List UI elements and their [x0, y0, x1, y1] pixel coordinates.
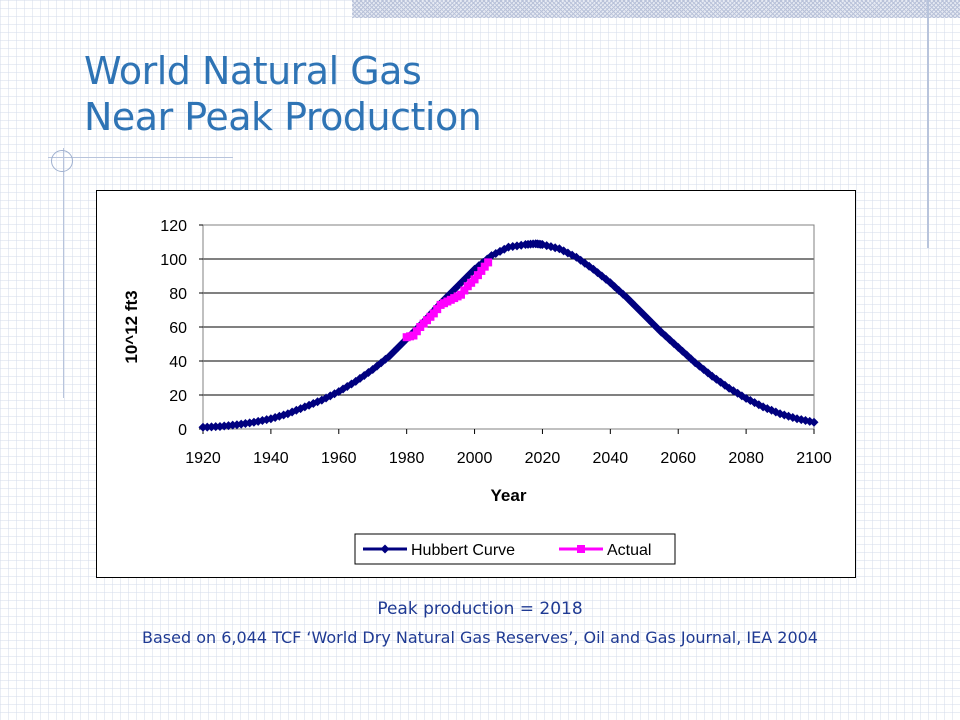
hubbert-curve-point-fill [355, 373, 365, 383]
decorative-vertical-line [927, 0, 929, 248]
x-tick-label: 2060 [660, 450, 696, 467]
legend-label: Actual [607, 542, 651, 559]
legend-marker-actual [577, 545, 585, 553]
y-tick-label: 40 [169, 354, 187, 371]
slide-title-line-1: World Natural Gas [84, 49, 422, 93]
actual-point-fill [473, 271, 482, 280]
hubbert-curve-point-fill [291, 405, 301, 415]
y-tick-label: 120 [160, 218, 187, 235]
hubbert-curve-point-fill [516, 240, 526, 250]
y-tick-label: 80 [169, 286, 187, 303]
hubbert-curve-point-fill [448, 285, 458, 295]
actual-point-fill [467, 278, 476, 287]
x-tick-label: 1980 [389, 450, 425, 467]
hubbert-curve-point-fill [737, 391, 747, 401]
slide-title-line-2: Near Peak Production [84, 95, 482, 139]
hubbert-curve-point-fill [380, 354, 390, 364]
hubbert-curve-point-fill [313, 397, 323, 407]
x-tick-label: 1940 [253, 450, 289, 467]
actual-point-fill [406, 332, 415, 341]
hubbert-curve-point-fill [559, 246, 569, 256]
corner-hatch-pattern [352, 0, 960, 18]
hubbert-curve-point-fill [211, 422, 221, 432]
actual-point-fill [480, 262, 489, 271]
decorative-left-vertical-line [63, 148, 64, 398]
chart-frame: 0 20 40 60 80 100 120 1920 1940 1960 1980 2000 2020 2… [96, 190, 856, 578]
hubbert-curve-point-fill [325, 391, 335, 401]
hubbert-curve-point-fill [262, 415, 272, 425]
y-tick-label: 100 [160, 252, 187, 269]
legend-marker-hubbert-curve [380, 544, 390, 554]
decorative-horizontal-line [48, 157, 233, 158]
actual-point-fill [426, 312, 435, 321]
legend-box [354, 533, 676, 565]
hubbert-curve-point-fill [627, 297, 637, 307]
hubbert-curve-point-fill [669, 339, 679, 349]
hubbert-curve-point-fill [245, 418, 255, 428]
y-tick-label: 60 [169, 320, 187, 337]
hubbert-curve-point-fill [536, 239, 546, 249]
y-tick-label: 20 [169, 388, 187, 405]
hubbert-curve-point-fill [363, 367, 373, 377]
hubbert-curve-point-fill [228, 420, 238, 430]
peak-caption: Peak production = 2018 [377, 599, 583, 619]
hubbert-curve-point-fill [788, 413, 798, 423]
actual-point-fill [440, 299, 449, 308]
hubbert-curve-point-fill [347, 379, 357, 389]
hubbert-curve-point-fill [567, 250, 577, 260]
y-tick-label: 0 [178, 422, 187, 439]
hubbert-curve-point-fill [584, 261, 594, 271]
actual-point-fill [453, 292, 462, 301]
hubbert-curve-point-fill [618, 289, 628, 299]
hubbert-curve-point-fill [542, 241, 552, 251]
hubbert-curve-point-fill [465, 268, 475, 278]
x-tick-label: 1920 [185, 450, 221, 467]
hubbert-curve-point-fill [308, 399, 318, 408]
hubbert-curve-point-fill [631, 302, 641, 312]
hubbert-curve-point-fill [703, 368, 713, 378]
legend-label: Hubbert Curve [411, 542, 515, 559]
x-tick-label: 2080 [728, 450, 764, 467]
hubbert-curve-point-fill [635, 306, 645, 316]
hubbert-curve-point-fill [499, 244, 509, 254]
hubbert-curve-point-fill [508, 241, 518, 251]
hubbert-curve-point-fill [805, 416, 815, 426]
hubbert-curve-point-fill [614, 285, 624, 295]
actual-point [484, 258, 493, 267]
actual-point-fill [412, 327, 421, 336]
hubbert-curve-point-fill [686, 354, 696, 364]
x-tick-label: 2100 [796, 450, 832, 467]
y-axis-label: 10^12 ft3 [122, 290, 141, 363]
hubbert-curve-point-fill [652, 323, 662, 333]
hubbert-curve-point-fill [279, 410, 289, 420]
series-line-hubbert-curve [202, 242, 815, 429]
decorative-circle [51, 150, 73, 172]
hubbert-curve-point-fill [754, 400, 764, 410]
actual-point-fill [419, 319, 428, 328]
hubbert-curve-point-fill [720, 380, 730, 390]
hubbert-curve-point-fill [546, 242, 556, 252]
hubbert-curve-point-fill [601, 274, 611, 284]
hubbert-curve-point-fill [330, 389, 340, 399]
hubbert-curve-point-fill [287, 407, 297, 417]
x-axis-label: Year [491, 486, 527, 505]
actual-point-fill [460, 286, 469, 295]
actual-point-fill [433, 305, 442, 314]
source-caption: Based on 6,044 TCF ‘World Dry Natural Ga… [142, 628, 818, 647]
hubbert-curve-point-fill [270, 413, 280, 423]
hubbert-curve-point-fill [771, 407, 781, 417]
x-tick-label: 2040 [593, 450, 629, 467]
slide-title: World Natural Gas Near Peak Production [84, 48, 482, 140]
actual-point [477, 266, 486, 275]
hubbert-curve-point-fill [236, 419, 246, 429]
x-tick-label: 2000 [457, 450, 493, 467]
hubbert-curve-point-fill [296, 404, 306, 414]
hubbert-curve-point-fill [550, 243, 560, 253]
x-tick-label: 1960 [321, 450, 357, 467]
actual-point-fill [446, 295, 455, 304]
x-tick-label: 2020 [525, 450, 561, 467]
